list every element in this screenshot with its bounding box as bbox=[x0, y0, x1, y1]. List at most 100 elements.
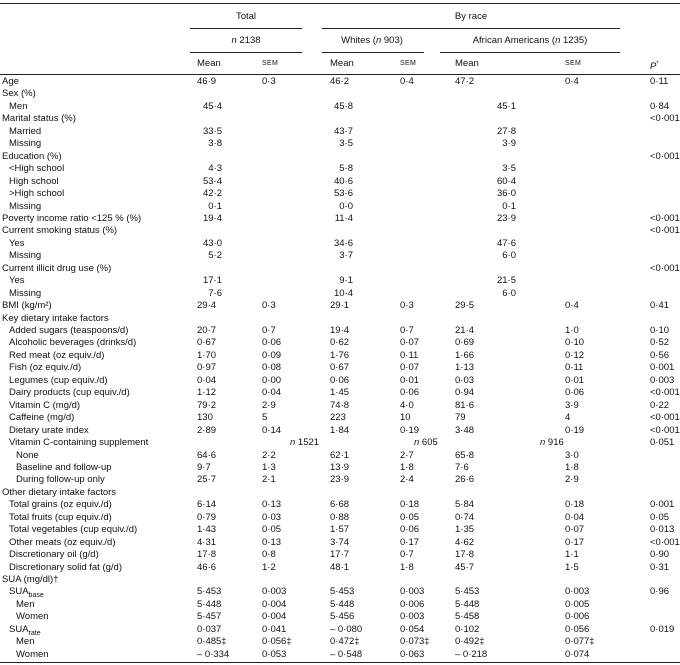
cell-value: 10·4 bbox=[333, 287, 353, 299]
row-label: Vitamin C (mg/d) bbox=[9, 399, 81, 411]
cell-value: 4·0 bbox=[400, 399, 414, 411]
row-label: Missing bbox=[9, 250, 42, 262]
column-header: SEM bbox=[400, 60, 417, 67]
label-text: SUA bbox=[9, 623, 29, 635]
cell-value: – 0·334 bbox=[197, 648, 230, 660]
cell-value: 5·453 bbox=[197, 586, 222, 598]
cell-value: 5·84 bbox=[455, 499, 475, 511]
cell-value: 43·0 bbox=[202, 237, 222, 249]
cell-value: 0·056 bbox=[565, 623, 590, 635]
cell-value: 0·001 bbox=[650, 499, 675, 511]
cell-value: 0·003 bbox=[262, 586, 287, 598]
row-label: Discretionary oil (g/d) bbox=[9, 549, 99, 561]
cell-value: 0·67 bbox=[197, 337, 217, 349]
cell-value: 0·3 bbox=[400, 300, 414, 312]
cell-value: 4·31 bbox=[197, 536, 217, 548]
cell-value: 0·003 bbox=[650, 374, 675, 386]
cell-value: 27·8 bbox=[496, 125, 516, 137]
cell-value: 0·06 bbox=[262, 337, 282, 349]
cell-value: 0·88 bbox=[330, 511, 350, 523]
cell-value: 0·06 bbox=[565, 387, 585, 399]
sample-size: n 1521 bbox=[290, 437, 320, 449]
cell-value: 2·9 bbox=[565, 474, 579, 486]
row-label: Other dietary intake factors bbox=[2, 486, 117, 498]
column-header: P* bbox=[650, 61, 659, 73]
cell-value: 17·7 bbox=[330, 549, 350, 561]
cell-value: 0·04 bbox=[197, 374, 217, 386]
rule bbox=[190, 52, 302, 53]
cell-value: 79 bbox=[455, 412, 466, 424]
cell-value: 0·79 bbox=[197, 511, 217, 523]
cell-value: 0·1 bbox=[502, 200, 516, 212]
row-label: Dietary urate index bbox=[9, 424, 89, 436]
cell-value: 0·94 bbox=[455, 387, 475, 399]
cell-value: 46·6 bbox=[197, 561, 217, 573]
cell-value: 0·18 bbox=[400, 499, 420, 511]
cell-value: 0·13 bbox=[262, 536, 282, 548]
cell-value: 6·14 bbox=[197, 499, 217, 511]
cell-value: 0·01 bbox=[400, 374, 420, 386]
cell-value: 10 bbox=[400, 412, 411, 424]
cell-value: 3·74 bbox=[330, 536, 350, 548]
row-label: Missing bbox=[9, 138, 42, 150]
cell-value: 0·054 bbox=[400, 623, 425, 635]
row-label: None bbox=[16, 449, 39, 461]
row-label: Legumes (cup equiv./d) bbox=[9, 374, 108, 386]
cell-value: – 0·080 bbox=[330, 623, 363, 635]
cell-value: <0·001 bbox=[650, 113, 680, 125]
row-label: SUArate bbox=[9, 624, 41, 640]
cell-value: 0·06 bbox=[330, 374, 350, 386]
cell-value: 1·12 bbox=[197, 387, 217, 399]
cell-value: 0·056‡ bbox=[262, 636, 292, 648]
cell-value: 0·04 bbox=[262, 387, 282, 399]
row-label: Current smoking status (%) bbox=[2, 225, 118, 237]
cell-value: – 0·548 bbox=[330, 648, 363, 660]
cell-value: 1·2 bbox=[262, 561, 276, 573]
row-label: BMI (kg/m²) bbox=[2, 300, 52, 312]
cell-value: 19·4 bbox=[330, 325, 350, 336]
cell-value: 0·004 bbox=[262, 611, 287, 623]
cell-value: 25·7 bbox=[197, 474, 217, 486]
cell-value: 0·09 bbox=[262, 349, 282, 361]
cell-value: 0·05 bbox=[400, 511, 420, 523]
cell-value: 5·456 bbox=[330, 611, 355, 623]
column-header: Mean bbox=[330, 58, 354, 69]
row-label: Yes bbox=[9, 237, 25, 249]
cell-value: 6·68 bbox=[330, 499, 350, 511]
cell-value: 45·7 bbox=[455, 561, 475, 573]
cell-value: 0·84 bbox=[650, 100, 670, 112]
cell-value: 1·3 bbox=[262, 461, 276, 473]
cell-value: 20·7 bbox=[197, 325, 217, 336]
cell-value: 0·10 bbox=[565, 337, 585, 349]
rule bbox=[322, 52, 424, 53]
row-label: Current illicit drug use (%) bbox=[2, 262, 112, 274]
rule bbox=[322, 28, 620, 29]
cell-value: 29·1 bbox=[330, 300, 350, 312]
cell-value: 3·5 bbox=[502, 163, 516, 175]
cell-value: 23·9 bbox=[496, 212, 516, 224]
row-label: <High school bbox=[9, 163, 65, 175]
cell-value: 26·6 bbox=[455, 474, 475, 486]
sample-size: n 916 bbox=[540, 437, 564, 449]
cell-value: 0·11 bbox=[650, 76, 669, 87]
column-header: SEM bbox=[565, 60, 582, 67]
cell-value: 1·84 bbox=[330, 424, 350, 436]
cell-value: 62·1 bbox=[330, 449, 350, 461]
row-label: Marital status (%) bbox=[2, 113, 76, 125]
row-label: Education (%) bbox=[2, 150, 62, 162]
cell-value: 0·12 bbox=[565, 349, 585, 361]
row-label: Poverty income ratio <125 % (%) bbox=[2, 212, 142, 224]
cell-value: 1·1 bbox=[565, 549, 579, 561]
cell-value: 64·6 bbox=[197, 449, 217, 461]
label-text: SUA bbox=[9, 586, 29, 598]
cell-value: 33·5 bbox=[202, 125, 222, 137]
cell-value: 1·57 bbox=[330, 524, 350, 536]
cell-value: 0·06 bbox=[400, 387, 420, 399]
cell-value: 0·006 bbox=[565, 611, 590, 623]
cell-value: 3·9 bbox=[502, 138, 516, 150]
cell-value: 1·66 bbox=[455, 349, 475, 361]
cell-value: – 0·218 bbox=[455, 648, 488, 660]
cell-value: 0·56 bbox=[650, 349, 670, 361]
cell-value: 0·41 bbox=[650, 300, 670, 312]
row-label: High school bbox=[9, 175, 59, 187]
